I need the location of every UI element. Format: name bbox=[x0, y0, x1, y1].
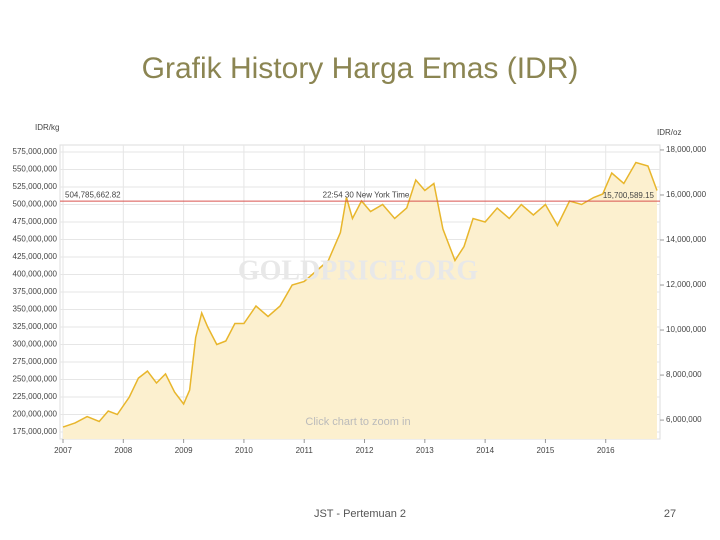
area bbox=[63, 162, 657, 439]
y-tick-label: 225,000,000 bbox=[13, 392, 58, 401]
x-tick-label: 2011 bbox=[296, 446, 314, 455]
y-tick-label: 475,000,000 bbox=[13, 217, 58, 226]
y-tick-label: 325,000,000 bbox=[13, 322, 58, 331]
y-tick-label: 275,000,000 bbox=[13, 357, 58, 366]
y2-tick-label: 16,000,000 bbox=[666, 190, 707, 199]
current-time: 22:54 30 New York Time bbox=[323, 190, 410, 199]
y-tick-label: 200,000,000 bbox=[13, 410, 58, 419]
y-tick-label: 425,000,000 bbox=[13, 252, 58, 261]
x-tick-label: 2009 bbox=[175, 446, 193, 455]
y-tick-label: 575,000,000 bbox=[13, 147, 58, 156]
x-tick-label: 2016 bbox=[597, 446, 615, 455]
y2-axis-title: IDR/oz bbox=[657, 128, 681, 137]
watermark: GOLDPRICE.ORG bbox=[238, 255, 479, 286]
y2-tick-label: 14,000,000 bbox=[666, 235, 707, 244]
y2-tick-label: 8,000,000 bbox=[666, 370, 702, 379]
y2-tick-label: 6,000,000 bbox=[666, 415, 702, 424]
x-tick-label: 2007 bbox=[54, 446, 72, 455]
y2-tick-label: 10,000,000 bbox=[666, 325, 707, 334]
line bbox=[62, 161, 658, 428]
y-tick-label: 175,000,000 bbox=[13, 427, 58, 436]
y-tick-label: 400,000,000 bbox=[13, 270, 58, 279]
x-tick-label: 2013 bbox=[416, 446, 434, 455]
current-price-label: 504,785,662.82 bbox=[65, 190, 121, 199]
y-tick-label: 350,000,000 bbox=[13, 305, 58, 314]
x-tick-label: 2015 bbox=[537, 446, 555, 455]
y-axis-title: IDR/kg bbox=[35, 123, 59, 132]
y-tick-label: 500,000,000 bbox=[13, 200, 58, 209]
footer-text: JST - Pertemuan 2 bbox=[314, 508, 406, 520]
x-tick-label: 2010 bbox=[235, 446, 253, 455]
y-tick-label: 250,000,000 bbox=[13, 375, 58, 384]
zoom-hint: Click chart to zoom in bbox=[305, 416, 410, 428]
x-tick-label: 2014 bbox=[476, 446, 494, 455]
y-tick-label: 300,000,000 bbox=[13, 340, 58, 349]
y-tick-label: 550,000,000 bbox=[13, 165, 58, 174]
y-tick-label: 375,000,000 bbox=[13, 287, 58, 296]
y-tick-label: 450,000,000 bbox=[13, 235, 58, 244]
x-tick-label: 2008 bbox=[114, 446, 132, 455]
y2-tick-label: 18,000,000 bbox=[666, 145, 707, 154]
slide-title: Grafik History Harga Emas (IDR) bbox=[142, 52, 579, 85]
y2-tick-label: 12,000,000 bbox=[666, 280, 707, 289]
page-number: 27 bbox=[664, 508, 676, 520]
y-tick-label: 525,000,000 bbox=[13, 182, 58, 191]
current-price-oz-label: 15,700,589.15 bbox=[603, 191, 655, 200]
x-tick-label: 2012 bbox=[356, 446, 374, 455]
